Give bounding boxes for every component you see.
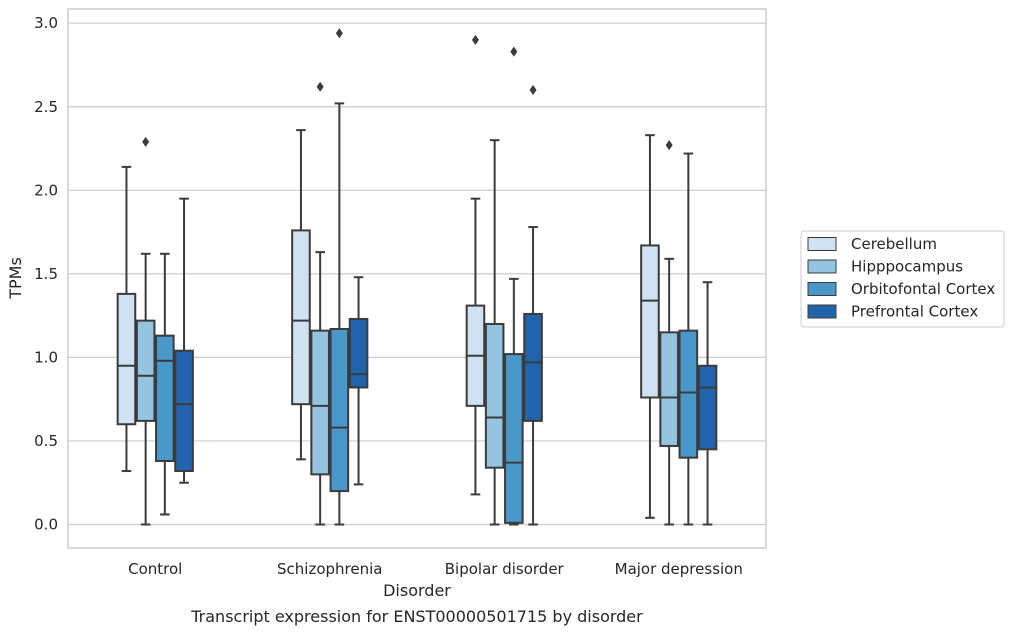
outlier-marker — [665, 140, 673, 151]
box-body — [310, 329, 330, 476]
box-body — [504, 353, 524, 524]
box-body — [116, 292, 137, 426]
legend-swatch — [807, 237, 837, 251]
plot-frame — [67, 8, 767, 549]
box-prefrontal-cortex — [174, 197, 194, 484]
box-body — [155, 334, 175, 463]
legend-label: Orbitofontal Cortex — [851, 280, 995, 298]
box-body — [291, 229, 311, 406]
y-axis-title: TPMs — [6, 257, 25, 300]
legend-swatch — [807, 259, 837, 274]
outlier-marker — [471, 34, 479, 45]
box-orbitofontal-cortex — [155, 252, 175, 516]
legend-swatch — [807, 282, 837, 296]
legend: Cerebellum Hipppocampus Orbitofontal Corte… — [800, 230, 1005, 328]
y-tick-label: 2.0 — [34, 181, 58, 199]
legend-label: Cerebellum — [851, 235, 937, 253]
box-hipppocampus — [310, 81, 330, 526]
box-body — [523, 312, 543, 422]
box-body — [640, 244, 660, 399]
outlier-marker — [142, 136, 150, 147]
box-layer — [116, 28, 718, 526]
x-tick-label: Bipolar disorder — [445, 560, 565, 578]
box-body — [329, 327, 350, 493]
y-tick-label: 0.0 — [34, 516, 58, 534]
x-tick-label: Control — [128, 560, 182, 578]
box-hipppocampus — [659, 140, 679, 526]
outlier-marker — [335, 28, 343, 39]
box-cerebellum — [640, 134, 660, 519]
y-tick-label: 2.5 — [34, 98, 58, 116]
legend-label: Hipppocampus — [851, 258, 963, 276]
y-tick-label: 1.0 — [34, 348, 58, 366]
chart-caption: Transcript expression for ENST0000050171… — [190, 607, 643, 626]
box-body — [697, 364, 718, 451]
outlier-marker — [316, 81, 324, 92]
box-orbitofontal-cortex — [678, 152, 699, 526]
x-tick-label: Schizophrenia — [277, 560, 382, 578]
outlier-marker — [510, 46, 518, 57]
legend-frame — [800, 230, 1005, 328]
box-prefrontal-cortex — [697, 281, 718, 526]
box-cerebellum — [465, 34, 486, 496]
y-tick-label: 3.0 — [34, 14, 58, 32]
box-orbitofontal-cortex — [504, 46, 524, 526]
legend-swatch — [807, 304, 837, 319]
box-prefrontal-cortex — [348, 276, 369, 486]
box-hipppocampus — [135, 136, 156, 526]
box-cerebellum — [291, 129, 311, 461]
box-cerebellum — [116, 165, 137, 473]
x-axis-title: Disorder — [383, 581, 451, 600]
x-tick-label: Major depression — [615, 560, 743, 578]
legend-label: Prefrontal Cortex — [851, 303, 978, 321]
box-body — [678, 329, 699, 459]
outlier-marker — [529, 85, 537, 96]
box-body — [484, 322, 505, 469]
y-tick-labels: 0.0 0.5 1.0 1.5 2.0 2.5 3.0 — [34, 14, 58, 533]
box-body — [348, 317, 369, 389]
x-tick-labels: Control Schizophrenia Bipolar disorder Majo… — [128, 560, 743, 578]
y-tick-label: 1.5 — [34, 265, 58, 283]
box-body — [135, 319, 156, 422]
box-body — [659, 331, 679, 447]
box-prefrontal-cortex — [523, 85, 543, 526]
box-hipppocampus — [484, 139, 505, 526]
y-tick-label: 0.5 — [34, 432, 58, 450]
box-body — [174, 349, 194, 473]
box-orbitofontal-cortex — [329, 28, 350, 526]
